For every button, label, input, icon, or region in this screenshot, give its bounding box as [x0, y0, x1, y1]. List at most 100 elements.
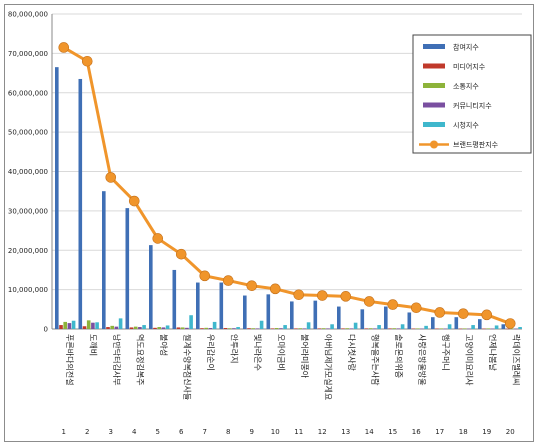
bar-커뮤니티지수	[255, 328, 260, 329]
bar-미디어지수	[317, 328, 322, 329]
bar-시청지수	[142, 325, 146, 329]
legend-label: 참여지수	[453, 43, 479, 52]
y-tick-label: 60,000,000	[8, 89, 48, 97]
x-index-label: 3	[109, 428, 113, 436]
bar-참여지수	[243, 295, 247, 329]
bar-시청지수	[424, 325, 428, 329]
x-index-label: 15	[388, 428, 397, 436]
x-axis-labels: 푸른바다의전설 1 도깨비 2 낭만닥터김사부 3 역도요정김복주 4 불야성 5 월계수양복점신사…	[62, 334, 522, 436]
bar-커뮤니티지수	[302, 328, 307, 329]
bar-시청지수	[236, 327, 240, 329]
line-point	[58, 42, 70, 53]
legend-label: 브랜드평판지수	[453, 140, 499, 149]
line-point	[410, 302, 422, 314]
y-tick-label: 30,000,000	[8, 207, 48, 215]
x-index-label: 8	[226, 428, 230, 436]
bar-커뮤니티지수	[185, 327, 189, 329]
x-index-label: 4	[132, 428, 137, 436]
bar-시청지수	[353, 322, 358, 329]
x-index-label: 7	[203, 428, 207, 436]
bar-미디어지수	[106, 327, 110, 329]
x-tick-label: 우리갑순이	[206, 334, 216, 371]
bar-커뮤니티지수	[326, 328, 330, 329]
bar-참여지수	[219, 282, 224, 329]
bar-미디어지수	[435, 328, 439, 330]
bar-소통지수	[486, 328, 490, 329]
legend-swatch	[423, 122, 445, 127]
x-index-label: 10	[271, 428, 280, 436]
x-index-label: 13	[341, 428, 350, 436]
legend-box	[412, 34, 532, 154]
x-index-label: 19	[482, 428, 491, 436]
line-point	[246, 280, 258, 291]
bar-참여지수	[454, 317, 459, 329]
bar-소통지수	[204, 327, 208, 329]
line-point	[387, 299, 399, 310]
bar-참여지수	[337, 306, 341, 329]
bar-시청지수	[330, 324, 334, 329]
bar-커뮤니티지수	[467, 328, 471, 330]
bar-소통지수	[462, 328, 467, 329]
bar-커뮤니티지수	[373, 328, 377, 329]
line-point	[105, 172, 117, 183]
bars	[55, 67, 522, 330]
line-point	[269, 283, 281, 295]
x-index-label: 11	[294, 428, 303, 436]
bar-소통지수	[415, 328, 420, 329]
bar-미디어지수	[411, 328, 416, 330]
bar-시청지수	[306, 322, 311, 329]
x-tick-label: 역도요정김복주	[135, 334, 145, 386]
line-point	[481, 309, 493, 321]
bar-커뮤니티지수	[349, 328, 354, 329]
legend-swatch	[423, 83, 445, 88]
bar-참여지수	[266, 294, 271, 329]
bar-참여지수	[478, 319, 482, 329]
x-tick-label: 월계수양복점신사들	[182, 334, 192, 400]
bar-커뮤니티지수	[208, 328, 213, 329]
line-point	[504, 318, 516, 329]
brand-index-line	[58, 42, 516, 329]
x-index-label: 12	[318, 428, 327, 436]
y-axis-ticks: 0 10,000,000 20,000,000 30,000,000 40,000,00…	[8, 11, 48, 334]
x-tick-label: 고양이미요리사	[464, 334, 474, 386]
bar-참여지수	[384, 306, 388, 329]
bar-소통지수	[509, 328, 514, 330]
x-tick-label: 오마이금비	[276, 334, 286, 371]
bar-시청지수	[283, 325, 287, 329]
bar-미디어지수	[223, 328, 228, 329]
line-point	[222, 275, 234, 286]
x-tick-label: 언제나봄날	[488, 334, 498, 371]
line-point	[128, 195, 140, 207]
bar-미디어지수	[153, 327, 157, 329]
x-tick-label: 불어라미풍아	[300, 334, 310, 379]
bar-참여지수	[313, 300, 318, 329]
bar-소통지수	[392, 328, 396, 329]
bar-참여지수	[55, 67, 59, 329]
x-index-label: 2	[85, 428, 89, 436]
bar-시청지수	[518, 327, 522, 329]
bar-소통지수	[157, 327, 161, 329]
bar-커뮤니티지수	[490, 328, 495, 330]
bar-커뮤니티지수	[114, 326, 119, 329]
bar-커뮤니티지수	[67, 323, 72, 329]
y-tick-label: 10,000,000	[8, 286, 48, 294]
bar-미디어지수	[59, 325, 63, 329]
line-point	[434, 307, 446, 318]
bar-소통지수	[345, 328, 349, 329]
bar-미디어지수	[482, 328, 486, 330]
bar-커뮤니티지수	[91, 322, 95, 329]
bar-시청지수	[165, 325, 170, 329]
bar-미디어지수	[458, 328, 463, 330]
bar-커뮤니티지수	[396, 328, 401, 329]
legend-swatch	[423, 44, 445, 49]
bar-시청지수	[494, 325, 499, 329]
x-index-label: 17	[435, 428, 444, 436]
x-index-label: 1	[62, 428, 66, 436]
bar-미디어지수	[341, 328, 345, 329]
x-index-label: 14	[365, 428, 374, 436]
bar-미디어지수	[364, 328, 369, 329]
x-index-label: 9	[250, 428, 254, 436]
x-tick-label: 락데이즈멜레씨	[511, 334, 521, 386]
y-tick-label: 70,000,000	[8, 50, 48, 58]
